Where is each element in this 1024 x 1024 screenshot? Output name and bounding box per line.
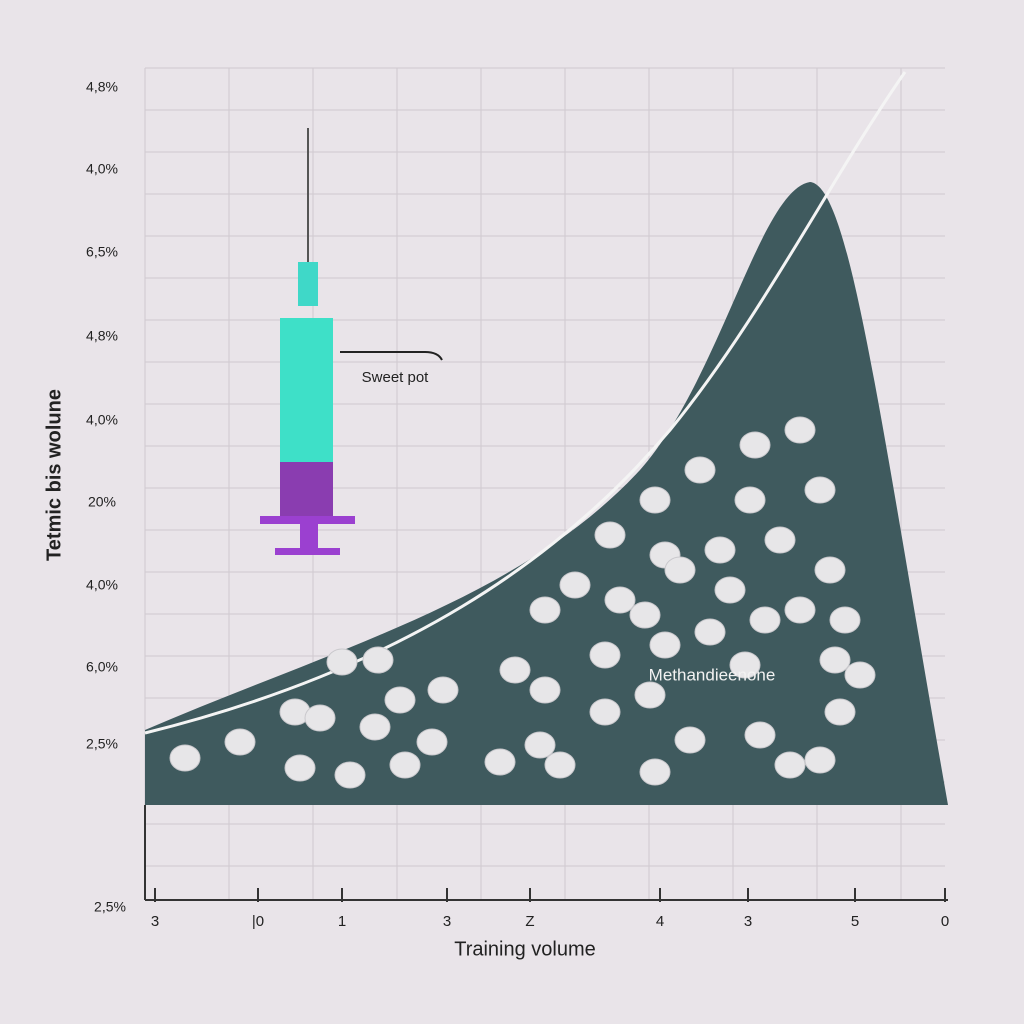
pill	[389, 751, 421, 779]
flange	[260, 516, 355, 524]
x-tick-label: 0	[941, 913, 949, 930]
hub	[298, 262, 318, 306]
area-label: Methandieenone	[649, 665, 776, 684]
leader-line	[340, 351, 443, 361]
y-tick-label: 2,5%	[94, 899, 126, 915]
pill	[804, 746, 836, 774]
pill	[674, 726, 706, 754]
pill	[664, 556, 696, 584]
syringe-label: Sweet pot	[362, 369, 430, 386]
pill	[814, 556, 846, 584]
pill	[704, 536, 736, 564]
pill	[524, 731, 556, 759]
x-tick-label: 3	[151, 913, 159, 930]
pill	[544, 751, 576, 779]
pill	[749, 606, 781, 634]
y-tick-label: 6,5%	[86, 244, 118, 260]
x-tick-label: 4	[656, 913, 664, 930]
pill	[334, 761, 366, 789]
pill	[326, 648, 358, 676]
pill	[634, 681, 666, 709]
pill	[224, 728, 256, 756]
pill	[559, 571, 591, 599]
pill	[649, 631, 681, 659]
pill	[484, 748, 516, 776]
pill	[639, 758, 671, 786]
plunger	[300, 524, 318, 548]
plunger-base	[275, 548, 340, 555]
pill	[739, 431, 771, 459]
pill	[764, 526, 796, 554]
syringe	[260, 128, 355, 555]
x-tick-label: 3	[443, 913, 451, 930]
pill	[604, 586, 636, 614]
pill	[594, 521, 626, 549]
x-tick-label: 1	[338, 913, 346, 930]
y-tick-label: 4,8%	[86, 328, 118, 344]
pill	[529, 676, 561, 704]
pill	[744, 721, 776, 749]
pill	[629, 601, 661, 629]
barrel	[280, 318, 333, 463]
barrel-fill	[280, 462, 333, 516]
pill	[589, 698, 621, 726]
pill	[734, 486, 766, 514]
pill	[774, 751, 806, 779]
pill	[499, 656, 531, 684]
pill	[784, 596, 816, 624]
pill	[416, 728, 448, 756]
pill	[359, 713, 391, 741]
pill	[427, 676, 459, 704]
y-axis-label: Tetmic bis wolune	[43, 389, 65, 561]
pill	[589, 641, 621, 669]
pill	[784, 416, 816, 444]
pill	[684, 456, 716, 484]
pill	[529, 596, 561, 624]
x-tick-label: |0	[252, 913, 264, 930]
pill	[169, 744, 201, 772]
pills	[169, 416, 876, 789]
pill	[284, 754, 316, 782]
x-axis-label: Training volume	[454, 938, 596, 960]
pill	[844, 661, 876, 689]
y-tick-label: 4,0%	[86, 161, 118, 177]
pill	[819, 646, 851, 674]
x-tick-label: 3	[744, 913, 752, 930]
y-tick-label: 4,0%	[86, 412, 118, 428]
pill	[694, 618, 726, 646]
x-tick-label: 5	[851, 913, 859, 930]
pill	[804, 476, 836, 504]
pill	[829, 606, 861, 634]
pill	[729, 651, 761, 679]
pill	[384, 686, 416, 714]
pill	[639, 486, 671, 514]
pill	[304, 704, 336, 732]
y-tick-label: 20%	[88, 494, 116, 510]
pill	[714, 576, 746, 604]
pill	[824, 698, 856, 726]
y-tick-label: 2,5%	[86, 736, 118, 752]
y-tick-label: 4,8%	[86, 79, 118, 95]
y-tick-label: 4,0%	[86, 577, 118, 593]
pill	[362, 646, 394, 674]
y-tick-label: 6,0%	[86, 659, 118, 675]
x-tick-label: Z	[525, 913, 534, 930]
